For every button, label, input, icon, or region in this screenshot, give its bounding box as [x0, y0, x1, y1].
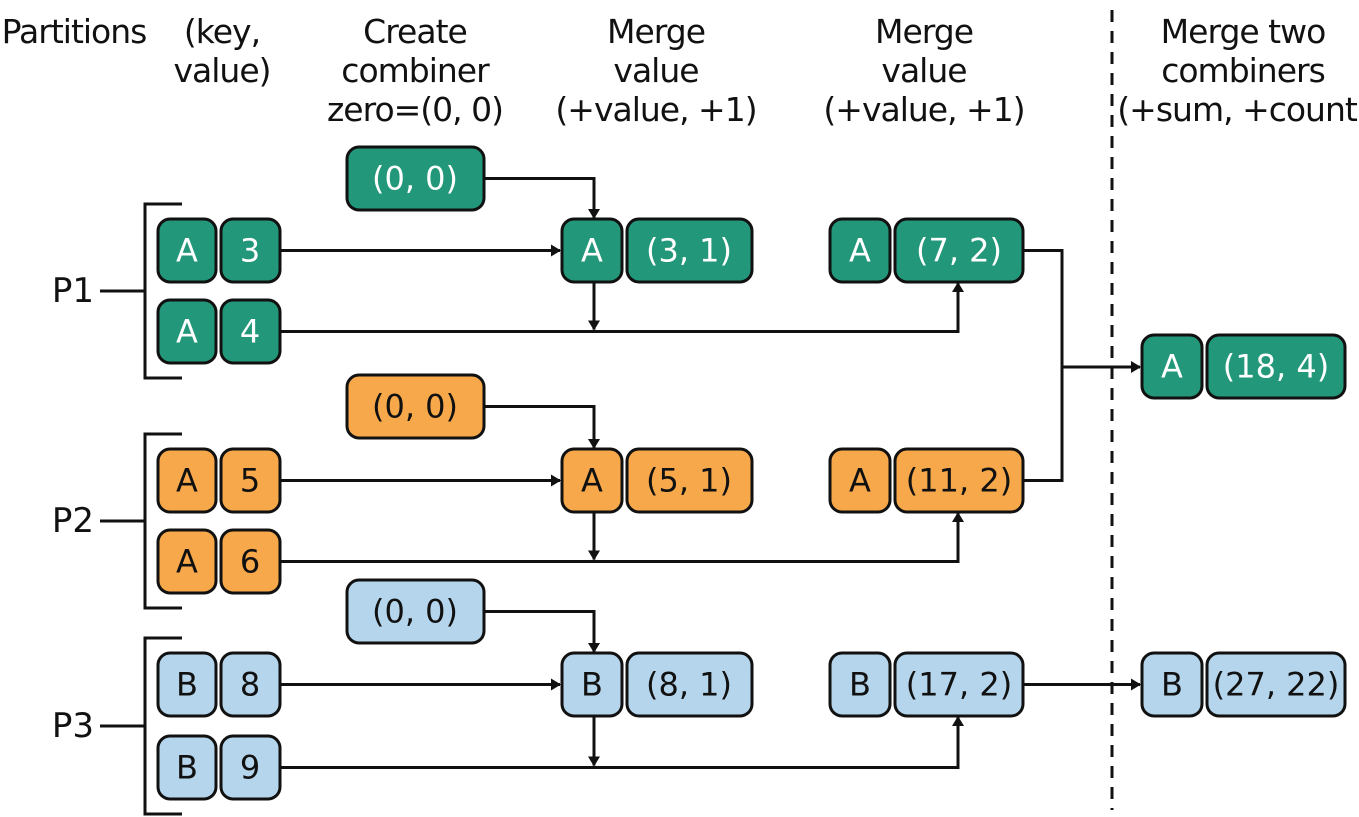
- input-value-box: [219, 217, 282, 284]
- result-value-box: [1205, 333, 1347, 400]
- partition-label: P3: [52, 706, 94, 746]
- arrow-row2-to-merge2: [280, 716, 964, 769]
- result-a: A (18, 4): [1140, 333, 1347, 400]
- result-key-box: [1140, 333, 1204, 400]
- zero-combiner-value: (0, 0): [372, 388, 458, 426]
- header-line: Create: [363, 12, 468, 51]
- header-line: Merge: [874, 12, 974, 51]
- input-value: 9: [240, 749, 260, 787]
- zero-combiner-value: (0, 0): [372, 160, 458, 198]
- header-line: combiner: [341, 51, 489, 90]
- input-value-box: [219, 298, 282, 365]
- arrow-zero-to-merge: [484, 405, 600, 449]
- header-line: value: [613, 51, 699, 90]
- merge2-value: (11, 2): [906, 462, 1012, 500]
- partition-label: P2: [52, 501, 94, 541]
- header-partitions: Partitions: [1, 12, 148, 51]
- result-value-box: [1205, 651, 1347, 718]
- header-key-value: (key, value): [173, 12, 271, 90]
- header-line: value: [881, 51, 967, 90]
- merge2-value-box: [893, 447, 1025, 514]
- header-line: Merge: [606, 12, 706, 51]
- arrow-zero-to-merge: [484, 610, 600, 653]
- merge2-value: (7, 2): [916, 232, 1002, 270]
- input-value: 5: [240, 462, 260, 500]
- merge2-key: A: [849, 232, 871, 270]
- input-value: 4: [240, 313, 260, 351]
- merge1-value-box: [625, 447, 754, 514]
- merge2-key-box: [828, 651, 892, 718]
- header-line: combiners: [1161, 51, 1326, 90]
- input-key: A: [176, 543, 198, 581]
- merge1-key: B: [581, 666, 603, 704]
- partition-p2: P2 A 5 A 6 (0, 0) A (5, 1) A (11, 2): [52, 373, 1025, 595]
- merge2-value-box: [893, 651, 1025, 718]
- header-create-combiner: Create combiner zero=(0, 0): [326, 12, 504, 129]
- input-key-box: [156, 651, 218, 718]
- input-value-box: [219, 651, 282, 718]
- input-key-box: [156, 528, 218, 595]
- zero-combiner-box: [345, 145, 486, 212]
- merge2-key-box: [828, 217, 892, 284]
- partition-p1: P1 A 3 A 4 (0, 0) A (3, 1) A (7, 2): [52, 145, 1025, 365]
- input-value-box: [219, 528, 282, 595]
- header-line: (+value, +1): [555, 90, 757, 129]
- zero-combiner-box: [345, 373, 486, 440]
- input-key: A: [176, 313, 198, 351]
- partition-p3: P3 B 8 B 9 (0, 0) B (8, 1) B (17, 2): [52, 578, 1025, 801]
- arrow-zero-to-merge: [484, 177, 600, 219]
- merge-bracket-a: [1023, 249, 1064, 482]
- merge1-key-box: [560, 447, 624, 514]
- input-value: 8: [240, 666, 260, 704]
- merge1-value-box: [625, 217, 754, 284]
- partition-label: P1: [52, 271, 94, 311]
- input-key-box: [156, 447, 218, 514]
- input-key: A: [176, 462, 198, 500]
- input-value-box: [219, 734, 282, 801]
- header-line: value): [173, 51, 271, 90]
- input-key-box: [156, 734, 218, 801]
- merge1-value-box: [625, 651, 754, 718]
- input-value: 3: [240, 232, 260, 270]
- merge2-value: (17, 2): [906, 666, 1012, 704]
- header-line: (+sum, +count): [1117, 90, 1359, 129]
- result-key: A: [1161, 348, 1183, 386]
- header-line: Merge two: [1160, 12, 1327, 51]
- input-key: B: [176, 749, 198, 787]
- header-line: zero=(0, 0): [326, 90, 504, 129]
- result-key: B: [1161, 666, 1183, 704]
- input-value-box: [219, 447, 282, 514]
- merge1-key: A: [581, 232, 603, 270]
- merge1-key-box: [560, 217, 624, 284]
- merge1-value: (3, 1): [646, 232, 732, 270]
- result-value: (18, 4): [1223, 348, 1329, 386]
- merge1-value: (5, 1): [646, 462, 732, 500]
- merge2-key-box: [828, 447, 892, 514]
- input-key-box: [156, 298, 218, 365]
- header-merge-value-2: Merge value (+value, +1): [823, 12, 1025, 129]
- merge2-key: B: [849, 666, 871, 704]
- header-line: (key,: [183, 12, 261, 51]
- merge2-key: A: [849, 462, 871, 500]
- header-merge-combiners: Merge two combiners (+sum, +count): [1117, 12, 1359, 129]
- header-line: Partitions: [1, 12, 148, 51]
- arrow-row2-to-merge2: [280, 512, 964, 563]
- input-key: A: [176, 232, 198, 270]
- merge1-key-box: [560, 651, 624, 718]
- result-value: (27, 22): [1213, 666, 1340, 704]
- input-value: 6: [240, 543, 260, 581]
- merge2-value-box: [893, 217, 1025, 284]
- zero-combiner-box: [345, 578, 486, 645]
- input-key-box: [156, 217, 218, 284]
- zero-combiner-value: (0, 0): [372, 593, 458, 631]
- header-merge-value-1: Merge value (+value, +1): [555, 12, 757, 129]
- merge1-value: (8, 1): [646, 666, 732, 704]
- header-line: (+value, +1): [823, 90, 1025, 129]
- result-b: B (27, 22): [1140, 651, 1347, 718]
- input-key: B: [176, 666, 198, 704]
- merge1-key: A: [581, 462, 603, 500]
- arrow-row2-to-merge2: [280, 282, 964, 333]
- result-key-box: [1140, 651, 1204, 718]
